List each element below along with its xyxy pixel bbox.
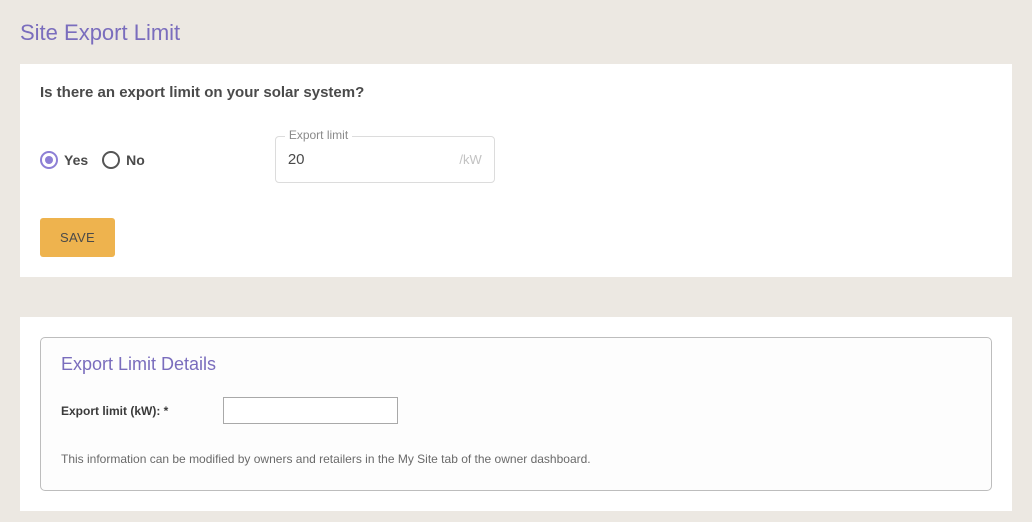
details-panel: Export Limit Details Export limit (kW): … (40, 337, 992, 491)
details-title: Export Limit Details (61, 354, 971, 375)
export-limit-input-wrap: /kW (275, 136, 495, 183)
details-input[interactable] (223, 397, 398, 424)
details-row: Export limit (kW): * (61, 397, 971, 424)
export-limit-unit: /kW (459, 152, 481, 167)
export-limit-field: Export limit /kW (275, 136, 495, 183)
radio-no[interactable]: No (102, 151, 145, 169)
details-note: This information can be modified by owne… (61, 452, 971, 466)
export-limit-card: Is there an export limit on your solar s… (20, 64, 1012, 277)
details-label: Export limit (kW): * (61, 404, 168, 418)
radio-group: Yes No (40, 151, 145, 169)
save-button[interactable]: SAVE (40, 218, 115, 257)
radio-yes[interactable]: Yes (40, 151, 88, 169)
export-limit-label: Export limit (285, 128, 352, 142)
form-row: Yes No Export limit /kW (40, 136, 992, 183)
export-limit-input[interactable] (288, 151, 438, 168)
export-limit-details-card: Export Limit Details Export limit (kW): … (20, 317, 1012, 511)
radio-yes-circle (40, 151, 58, 169)
export-limit-question: Is there an export limit on your solar s… (40, 84, 992, 101)
radio-no-label: No (126, 152, 145, 168)
page-title: Site Export Limit (20, 20, 1012, 46)
radio-yes-label: Yes (64, 152, 88, 168)
radio-no-circle (102, 151, 120, 169)
radio-yes-dot (45, 156, 53, 164)
